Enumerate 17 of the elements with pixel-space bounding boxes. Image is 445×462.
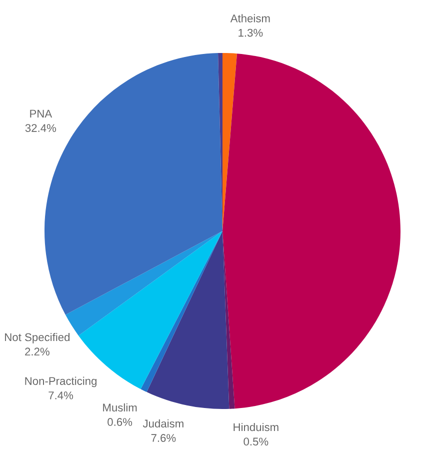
data-label: 32.4%: [25, 124, 56, 132]
pie-slice: [146, 231, 230, 409]
data-label: 2.2%: [25, 348, 50, 356]
slice-label: Hinduism: [234, 422, 278, 432]
pie-slice: [222, 54, 400, 409]
data-label: 0.5%: [244, 438, 268, 446]
slice-label: Non-Practicing: [25, 376, 96, 388]
slice-label: Judaism: [142, 419, 184, 428]
data-label: 1.3%: [238, 28, 263, 37]
slice-label: Not Specified: [5, 332, 70, 344]
data-label: 7.4%: [48, 392, 74, 400]
slice-label: PNA: [30, 110, 52, 118]
slice-label: Muslim: [103, 403, 137, 412]
slice-label: Atheism: [230, 14, 270, 22]
data-label: 0.6%: [108, 418, 132, 426]
pie-slice: [222, 53, 238, 231]
data-label: 7.6%: [151, 434, 176, 442]
